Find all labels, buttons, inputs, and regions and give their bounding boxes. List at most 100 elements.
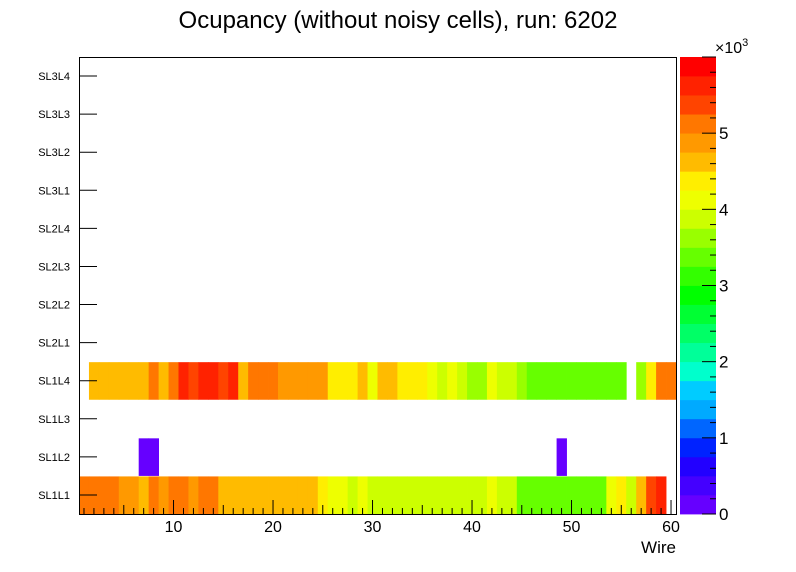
y-tick-label: SL1L1 [38,490,70,502]
cell-SL1L4-wire-16 [228,362,239,400]
cell-SL1L1-wire-39 [457,476,468,514]
cell-SL1L2-wire-8 [148,438,159,476]
palette-swatch [680,285,716,305]
z-tick-label: 4 [719,200,728,219]
cell-SL1L4-wire-29 [357,362,368,400]
cell-SL1L4-wire-4 [108,362,120,400]
cell-SL1L1-wire-22 [287,476,299,514]
palette-swatch [680,57,716,77]
y-tick-label: SL3L3 [38,109,70,121]
palette-swatch [680,475,716,496]
y-axis: SL1L1 SL1L2 SL1L3 SL1L4 SL2L1 SL2L2 SL2L3 SL2L4… [38,71,97,502]
cell-SL1L4-wire-54 [606,362,617,400]
cell-SL1L4-wire-33 [397,362,408,400]
cell-SL1L1-wire-20 [268,476,279,514]
z-tick-label: 0 [719,505,728,524]
cell-SL1L4-wire-53 [596,362,607,400]
x-tick-label: 60 [662,519,680,536]
cell-SL1L1-wire-32 [387,476,398,514]
cell-SL1L1-wire-5 [118,476,130,514]
x-tick-label: 30 [364,519,382,536]
z-exponent-base: ×10 [715,40,742,57]
cell-SL1L1-wire-48 [546,476,557,514]
cell-SL1L4-wire-28 [347,362,358,400]
cell-SL1L1-wire-8 [148,476,159,514]
cell-SL1L4-wire-42 [486,362,498,400]
cell-SL1L4-wire-34 [407,362,418,400]
cell-SL1L1-wire-6 [128,476,140,514]
palette-swatch [680,456,716,477]
cell-SL1L1-wire-59 [656,476,667,514]
cell-SL1L4-wire-58 [646,362,657,400]
cell-SL1L1-wire-50 [566,476,577,514]
palette-swatch [680,342,716,363]
y-tick-label: SL3L2 [38,147,70,159]
cell-SL1L1-wire-42 [486,476,498,514]
plot-frame [79,57,677,515]
cell-SL1L4-wire-35 [417,362,428,400]
cell-SL1L4-wire-41 [477,362,488,400]
cell-SL1L4-wire-25 [317,362,329,400]
cell-SL1L4-wire-43 [496,362,508,400]
y-tick-label: SL1L2 [38,452,70,464]
palette-swatch [680,247,716,267]
cell-SL1L4-wire-27 [337,362,349,400]
palette-swatch [680,361,716,382]
cell-SL1L4-wire-24 [307,362,319,400]
palette-swatch [680,133,716,153]
cell-SL1L1-wire-17 [238,476,249,514]
cell-SL1L4-wire-44 [506,362,518,400]
cell-SL1L4-wire-48 [546,362,557,400]
cell-SL1L1-wire-58 [646,476,657,514]
x-tick-label: 10 [165,519,183,536]
cell-SL1L4-wire-57 [636,362,647,400]
cell-SL1L1-wire-37 [437,476,448,514]
palette-swatch [680,228,716,248]
palette-swatch [680,380,716,401]
cell-SL1L1-wire-27 [337,476,349,514]
cell-SL1L4-wire-18 [248,362,259,400]
cell-SL1L1-wire-10 [168,476,179,514]
cell-SL1L1-wire-43 [496,476,508,514]
cell-SL1L4-wire-20 [268,362,279,400]
cell-SL1L4-wire-38 [447,362,458,400]
cell-SL1L1-wire-47 [536,476,548,514]
cell-SL1L1-wire-56 [626,476,637,514]
palette-swatch [680,399,716,420]
cell-SL1L1-wire-54 [606,476,617,514]
y-tick-label: SL2L1 [38,338,70,350]
cell-SL1L1-wire-15 [218,476,229,514]
y-tick-label: SL3L4 [38,71,70,83]
cell-SL1L1-wire-24 [307,476,319,514]
cell-SL1L1-wire-31 [377,476,388,514]
cell-SL1L4-wire-14 [208,362,219,400]
cell-SL1L4-wire-23 [297,362,309,400]
cell-SL1L1-wire-26 [327,476,339,514]
cell-SL1L4-wire-19 [258,362,269,400]
y-tick-label: SL3L1 [38,185,70,197]
palette-swatch [680,494,716,515]
palette-swatch [680,266,716,286]
cell-SL1L1-wire-18 [248,476,259,514]
cell-SL1L4-wire-6 [128,362,140,400]
cell-SL1L4-wire-11 [178,362,189,400]
cell-SL1L4-wire-5 [118,362,130,400]
cell-SL1L4-wire-40 [467,362,478,400]
palette-swatch [680,76,716,96]
cell-SL1L1-wire-25 [317,476,329,514]
cell-SL1L1-wire-33 [397,476,408,514]
z-tick-label: 1 [719,429,728,448]
cell-SL1L1-wire-44 [506,476,518,514]
cell-SL1L4-wire-13 [198,362,209,400]
palette-swatch [680,190,716,210]
cell-SL1L4-wire-59 [656,362,667,400]
cell-SL1L2-wire-7 [138,438,150,476]
y-tick-label: SL1L3 [38,414,70,426]
z-tick-label: 3 [719,277,728,296]
palette-swatch [680,418,716,439]
cell-SL1L4-wire-47 [536,362,548,400]
cell-SL1L4-wire-7 [138,362,150,400]
y-tick-label: SL2L2 [38,300,70,312]
cell-SL1L1-wire-34 [407,476,418,514]
